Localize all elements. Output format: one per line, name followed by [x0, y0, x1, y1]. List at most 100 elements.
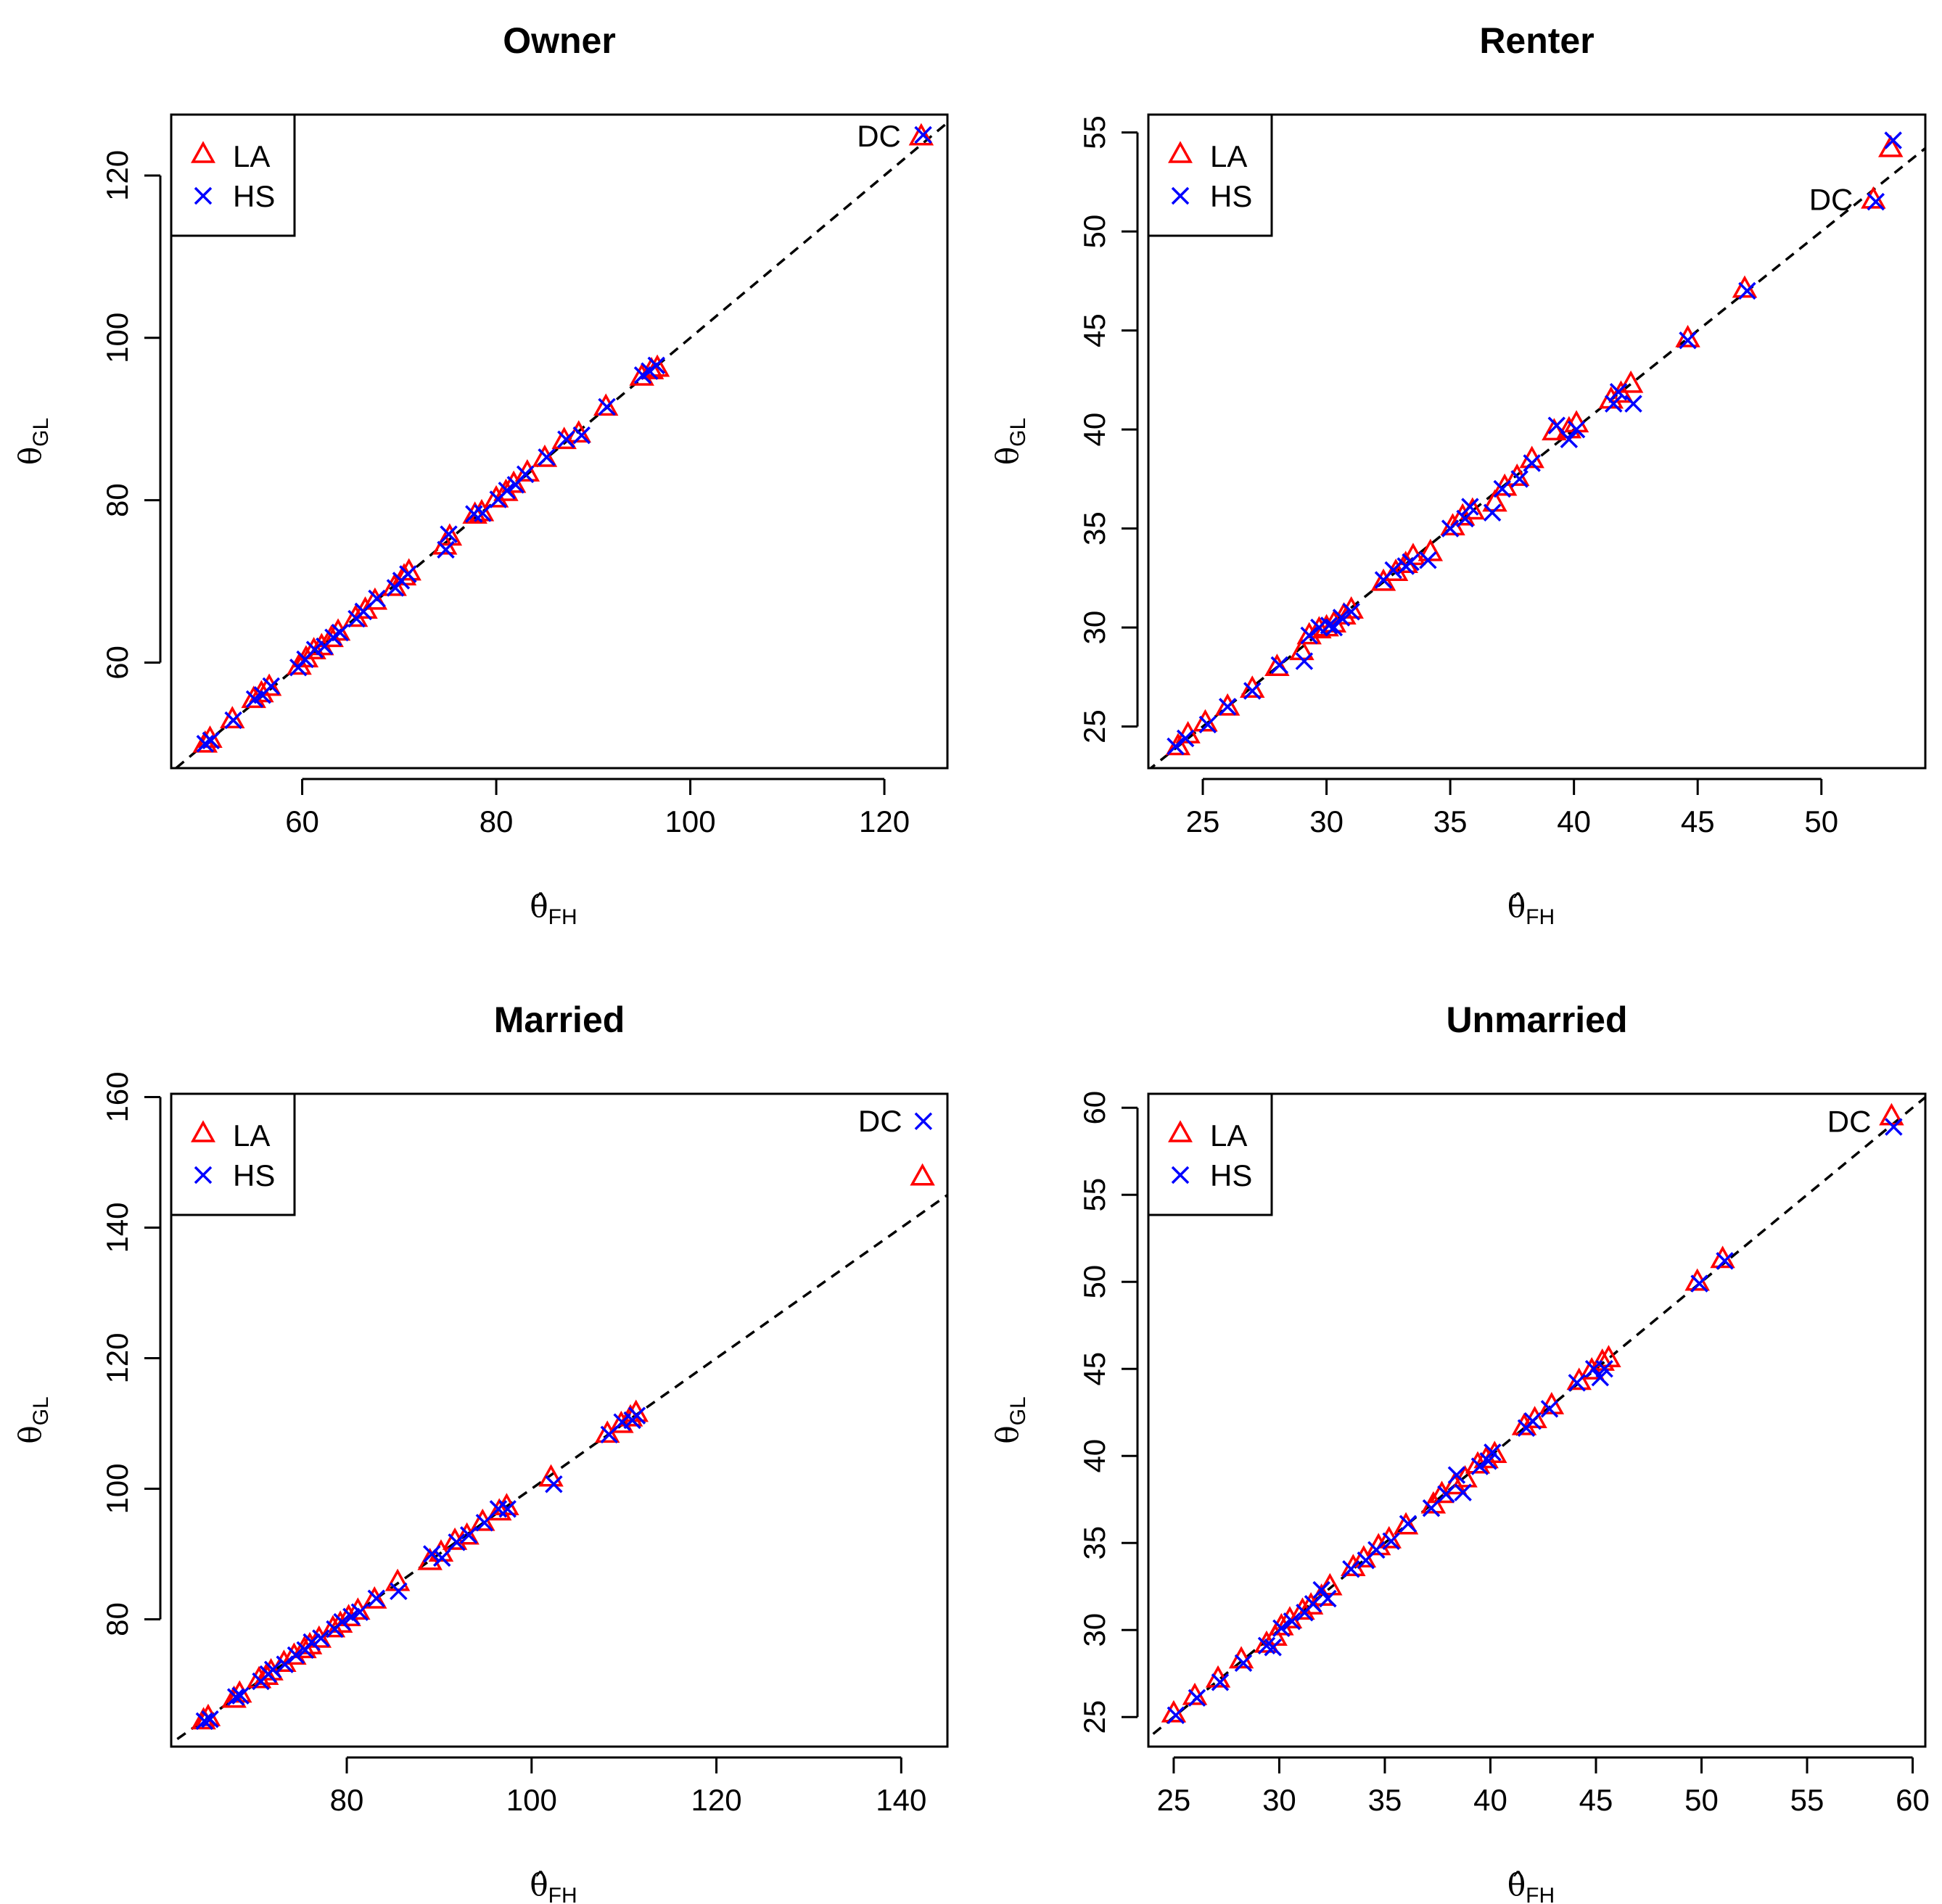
point-la: [1618, 370, 1644, 393]
y-tick-label: 35: [1077, 1526, 1111, 1560]
panel-renter: Renter 25 30 35 40 45 50 25 30 35 40 45 50 55 θ̂FH θGL D…: [989, 20, 1927, 929]
y-tick-label: 80: [100, 1602, 134, 1636]
x-tick-label: 50: [1684, 1783, 1719, 1817]
point-hs: [1690, 1274, 1708, 1293]
panel-married: Married 80 100 120 140 80 100 120 140 160 θ̂FH θGL D…: [12, 1000, 949, 1904]
point-hs: [498, 1500, 517, 1518]
point-hs: [914, 1112, 933, 1131]
point-hs: [1493, 479, 1511, 498]
point-hs: [1454, 1483, 1472, 1501]
legend-la-label: LA: [1210, 139, 1247, 173]
y-tick-label: 25: [1077, 709, 1111, 743]
x-tick-label: 40: [1473, 1783, 1507, 1817]
legend: LA HS: [170, 1092, 296, 1216]
point-hs: [1188, 1689, 1206, 1707]
point-hs: [448, 1533, 466, 1551]
legend-la-marker: [191, 1120, 215, 1142]
point-hs: [1456, 509, 1474, 528]
point-hs: [1483, 503, 1502, 522]
point-la: [454, 1522, 480, 1545]
point-hs: [231, 1686, 250, 1705]
point-hs: [390, 1582, 408, 1601]
y-tick-label: 60: [1077, 1091, 1111, 1125]
point-hs: [1568, 1374, 1587, 1392]
point-hs: [1523, 1411, 1542, 1430]
y-tick-label: 60: [100, 646, 134, 680]
point-hs: [201, 1710, 219, 1728]
legend-la-marker: [191, 141, 215, 163]
point-hs: [303, 1633, 321, 1652]
point-hs: [202, 731, 221, 750]
y-tick-label: 120: [100, 1332, 134, 1383]
point-hs: [263, 1660, 282, 1679]
point-hs: [276, 1655, 294, 1673]
point-hs: [1419, 551, 1437, 569]
point-hs: [1399, 1514, 1418, 1533]
point-hs: [1867, 192, 1885, 211]
point-hs: [367, 1589, 386, 1607]
point-hs: [1257, 1636, 1276, 1655]
point-hs: [1264, 1638, 1282, 1657]
x-axis-label: θ̂FH: [1507, 889, 1555, 929]
panel-owner: Owner 60 80 100 120 60 80 100 120 θ̂FH θGL DC LA HS: [12, 20, 949, 929]
panel-title: Married: [494, 1000, 625, 1040]
data-points: [192, 123, 934, 753]
y-tick-label: 80: [100, 483, 134, 517]
point-hs: [1304, 1594, 1322, 1613]
x-tick-label: 80: [480, 804, 514, 838]
x-axis-label: θ̂FH: [1507, 1867, 1555, 1904]
point-hs: [1591, 1368, 1610, 1387]
y-tick-label: 25: [1077, 1700, 1111, 1734]
legend-la-label: LA: [1210, 1118, 1247, 1153]
plot-frame: [170, 1092, 949, 1748]
reference-line: [1148, 147, 1925, 768]
point-la: [253, 1662, 279, 1686]
panel-title: Owner: [503, 20, 616, 61]
point-hs: [1679, 331, 1697, 350]
point-hs: [538, 448, 556, 466]
point-la: [1214, 693, 1241, 716]
point-hs: [1716, 1252, 1734, 1270]
panel-title: Unmarried: [1446, 1000, 1627, 1040]
legend-hs-label: HS: [1210, 1158, 1252, 1192]
legend-hs-label: HS: [233, 179, 275, 213]
point-hs: [342, 1607, 361, 1626]
annotation-dc: DC: [857, 119, 901, 153]
x-axis-label: θ̂FH: [530, 1867, 577, 1904]
point-hs: [1167, 1706, 1185, 1725]
y-tick-label: 40: [1077, 1439, 1111, 1473]
x-tick-label: 120: [691, 1783, 742, 1817]
y-tick-label: 50: [1077, 215, 1111, 249]
point-hs: [1176, 729, 1195, 748]
legend-box: [1147, 1092, 1273, 1216]
point-hs: [1243, 682, 1262, 700]
point-hs: [287, 1646, 305, 1665]
x-tick-label: 55: [1790, 1783, 1824, 1817]
point-hs: [1325, 618, 1344, 637]
point-hs: [1884, 131, 1902, 149]
x-tick-label: 30: [1262, 1783, 1296, 1817]
x-tick-label: 40: [1557, 804, 1591, 838]
x-tick-label: 140: [876, 1783, 926, 1817]
y-tick-label: 30: [1077, 1613, 1111, 1647]
y-tick-label: 35: [1077, 511, 1111, 545]
point-la: [1317, 1573, 1343, 1596]
y-tick-label: 55: [1077, 1178, 1111, 1212]
panel-unmarried: Unmarried 25 30 35 40 45 50 55 60 25 30 35 40 45 50 55 6…: [989, 1000, 1930, 1904]
point-hs: [305, 640, 324, 659]
legend: LA HS: [170, 113, 296, 237]
data-points: [191, 1112, 935, 1731]
point-hs: [333, 1612, 351, 1631]
point-hs: [1523, 454, 1541, 472]
point-hs: [1422, 1499, 1441, 1517]
point-hs: [1342, 603, 1360, 621]
plot-frame: [170, 113, 949, 770]
point-hs: [1384, 561, 1402, 580]
x-tick-label: 60: [1896, 1783, 1930, 1817]
x-tick-label: 60: [285, 804, 319, 838]
point-hs: [1283, 1612, 1301, 1631]
reference-line: [173, 120, 947, 768]
y-tick-label: 100: [100, 1463, 134, 1514]
legend-hs-marker: [1171, 186, 1190, 205]
x-tick-label: 30: [1309, 804, 1344, 838]
